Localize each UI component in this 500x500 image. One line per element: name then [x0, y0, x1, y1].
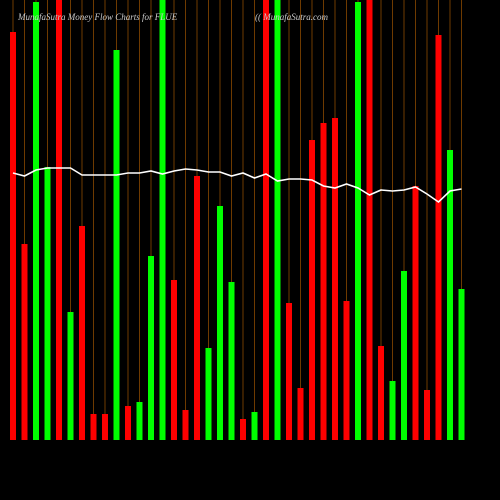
bar [125, 406, 131, 440]
bar [240, 419, 246, 440]
bar [320, 123, 327, 440]
bar [251, 412, 258, 440]
bar [274, 0, 281, 440]
bar [366, 0, 373, 440]
bar [458, 289, 465, 440]
bar [435, 35, 442, 440]
bar [171, 280, 177, 440]
bar [44, 167, 51, 440]
bar [159, 0, 166, 440]
bar [297, 388, 304, 440]
bar [136, 402, 143, 440]
bar [332, 118, 338, 440]
bar [10, 32, 16, 440]
bar [412, 186, 419, 440]
money-flow-line [12, 167, 462, 204]
bar [389, 381, 396, 440]
money-flow-line-group [12, 167, 462, 204]
bar [67, 312, 74, 440]
bar [263, 0, 269, 440]
bar [447, 150, 453, 440]
chart-title: MunafaSutra Money Flow Charts for FLUE [17, 12, 178, 22]
bar [102, 414, 108, 440]
bar [194, 176, 200, 440]
bar [343, 301, 350, 440]
bar [401, 271, 407, 440]
bar [90, 414, 97, 440]
bar [228, 282, 235, 440]
bar [205, 348, 212, 440]
bar [424, 390, 430, 440]
bar [182, 410, 189, 440]
bar [21, 244, 28, 440]
bar [56, 0, 62, 440]
bar [378, 346, 384, 440]
bar [309, 140, 315, 440]
chart-subtitle: (( MunafaSutra.com [255, 12, 328, 22]
bars [10, 0, 465, 440]
bar [113, 50, 120, 440]
bar [79, 226, 85, 440]
bar [217, 206, 223, 440]
bar [355, 2, 361, 440]
bar [33, 2, 39, 440]
bar [286, 303, 292, 440]
bar [148, 256, 154, 440]
